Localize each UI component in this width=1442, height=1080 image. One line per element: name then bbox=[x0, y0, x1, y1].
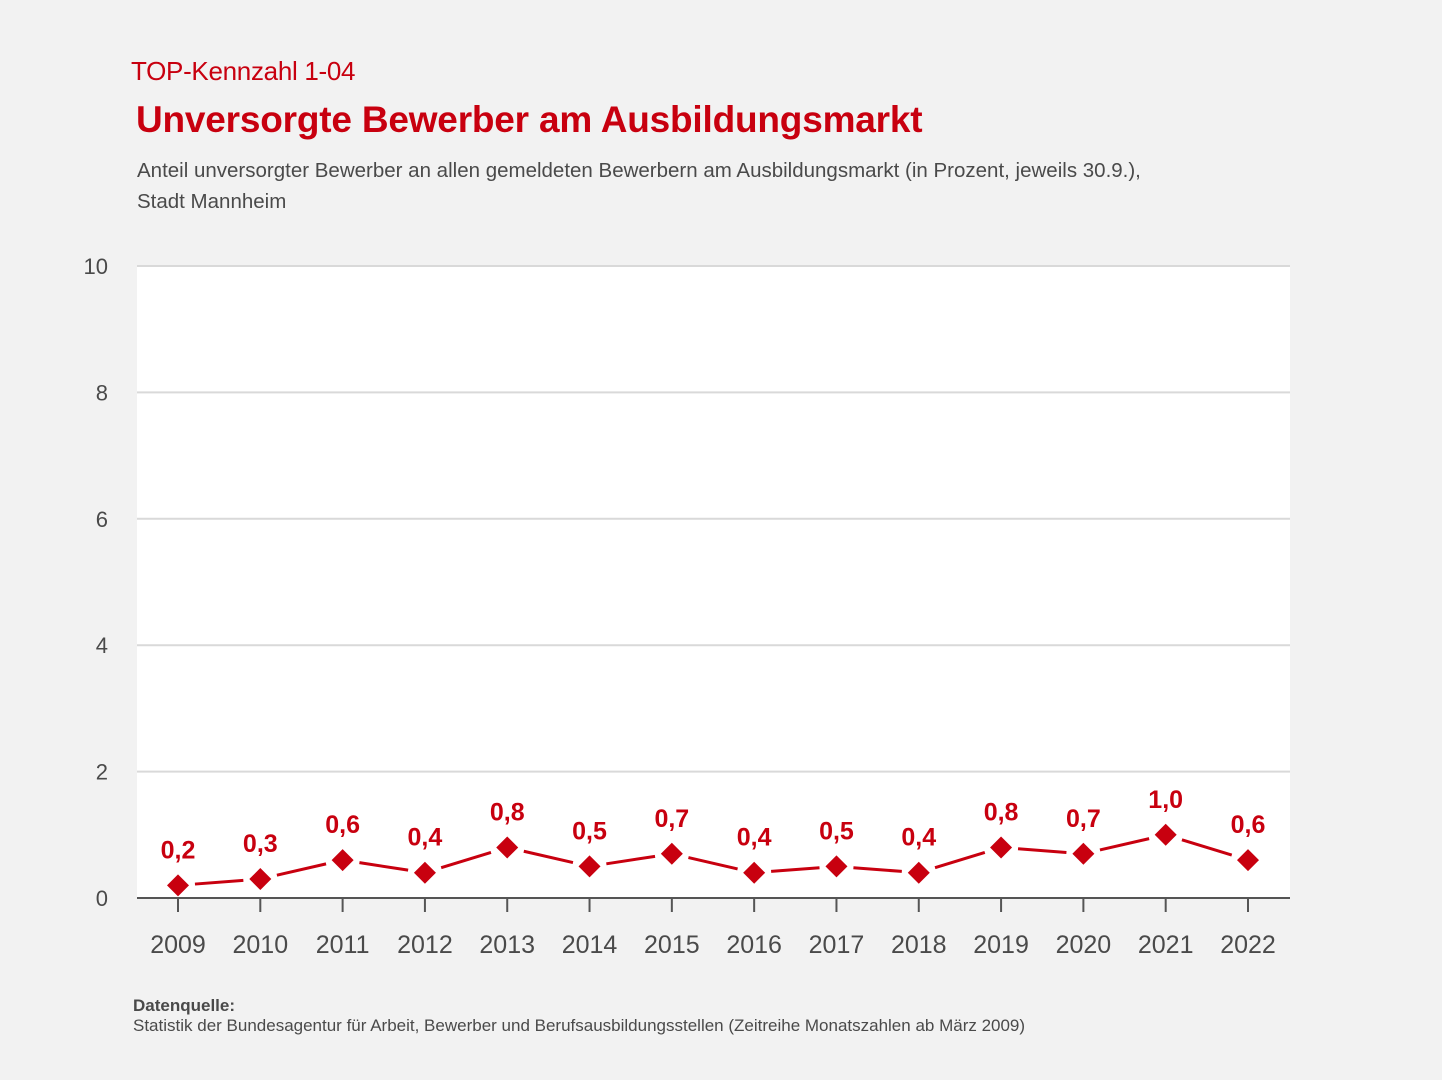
data-label: 0,5 bbox=[819, 817, 854, 845]
chart-title: Unversorgte Bewerber am Ausbildungsmarkt bbox=[136, 99, 923, 140]
data-point-marker bbox=[1072, 842, 1095, 865]
data-label: 0,6 bbox=[325, 811, 360, 839]
x-tick-label: 2022 bbox=[1220, 931, 1276, 959]
x-tick-label: 2016 bbox=[726, 931, 782, 959]
subtitle-line-2: Stadt Mannheim bbox=[137, 190, 287, 213]
series-segment bbox=[934, 850, 986, 870]
data-label: 0,4 bbox=[737, 824, 772, 852]
subtitle-line-1: Anteil unversorgter Bewerber an allen ge… bbox=[137, 159, 1141, 182]
x-tick-label: 2020 bbox=[1056, 931, 1112, 959]
series-segment bbox=[194, 878, 244, 886]
x-axis: 2009 2010 2011 2012 2013 2014 2015 2016 2017 2018… bbox=[137, 897, 1290, 959]
y-tick-label: 0 bbox=[96, 886, 108, 911]
x-tick-label: 2015 bbox=[644, 931, 700, 959]
data-point-marker bbox=[249, 868, 272, 891]
x-tick-label: 2019 bbox=[973, 931, 1029, 959]
x-tick-label: 2009 bbox=[150, 931, 206, 959]
series-segment bbox=[688, 856, 738, 871]
series-segment bbox=[1099, 837, 1150, 852]
series-segment bbox=[523, 849, 574, 865]
series-segment bbox=[853, 866, 902, 873]
data-label: 0,8 bbox=[490, 798, 525, 826]
y-axis-ticks: 0 2 4 6 8 10 bbox=[84, 254, 108, 911]
series-line bbox=[167, 823, 1259, 897]
x-tick-label: 2012 bbox=[397, 931, 453, 959]
y-tick-label: 2 bbox=[96, 760, 108, 785]
data-point-marker bbox=[660, 842, 683, 865]
data-labels: 0,2 0,3 0,6 0,4 0,8 0,5 0,7 0,4 0,5 0,4 0,8 0,7 1,0 0… bbox=[161, 786, 1266, 865]
series-segment bbox=[359, 861, 409, 872]
data-label: 0,5 bbox=[572, 817, 607, 845]
y-tick-label: 4 bbox=[96, 633, 108, 658]
data-point-marker bbox=[578, 855, 601, 878]
data-point-marker bbox=[825, 855, 848, 878]
x-tick-label: 2010 bbox=[232, 931, 288, 959]
source-text: Statistik der Bundesagentur für Arbeit, … bbox=[133, 1016, 1026, 1035]
x-tick-label: 2017 bbox=[809, 931, 865, 959]
series-segment bbox=[276, 862, 327, 877]
x-tick-label: 2014 bbox=[562, 931, 618, 959]
data-label: 0,8 bbox=[984, 798, 1019, 826]
source-label: Datenquelle: bbox=[133, 996, 236, 1015]
data-label: 1,0 bbox=[1148, 786, 1183, 814]
data-point-marker bbox=[907, 861, 930, 884]
y-tick-label: 8 bbox=[96, 380, 108, 405]
series-segment bbox=[606, 854, 656, 866]
data-label: 0,4 bbox=[901, 824, 936, 852]
x-tick-label: 2013 bbox=[479, 931, 535, 959]
data-label: 0,6 bbox=[1231, 811, 1266, 839]
data-point-marker bbox=[990, 836, 1013, 859]
data-point-marker bbox=[1154, 823, 1177, 846]
data-point-marker bbox=[1237, 849, 1259, 872]
series-segment bbox=[1181, 838, 1233, 857]
y-tick-label: 10 bbox=[84, 254, 108, 279]
data-point-marker bbox=[331, 849, 354, 872]
series-segment bbox=[770, 866, 820, 873]
data-label: 0,4 bbox=[408, 824, 443, 852]
x-tick-label: 2018 bbox=[891, 931, 947, 959]
data-point-marker bbox=[496, 836, 519, 859]
data-label: 0,7 bbox=[1066, 805, 1101, 833]
series-segment bbox=[1017, 847, 1067, 854]
x-tick-label: 2011 bbox=[316, 931, 370, 959]
series-segment bbox=[440, 850, 492, 870]
y-tick-label: 6 bbox=[96, 507, 108, 532]
data-label: 0,7 bbox=[654, 805, 689, 833]
x-tick-label: 2021 bbox=[1138, 931, 1194, 959]
data-label: 0,3 bbox=[243, 830, 278, 858]
data-point-marker bbox=[167, 874, 189, 897]
kennzahl-label: TOP-Kennzahl 1-04 bbox=[131, 56, 356, 86]
chart-subtitle: Anteil unversorgter Bewerber an allen ge… bbox=[137, 155, 1317, 217]
plot-area bbox=[137, 266, 1290, 898]
data-source: Datenquelle: Statistik der Bundesagentur… bbox=[133, 996, 1025, 1036]
data-label: 0,2 bbox=[161, 836, 196, 864]
data-point-marker bbox=[413, 861, 436, 884]
data-point-marker bbox=[743, 861, 766, 884]
gridlines bbox=[137, 265, 1290, 773]
